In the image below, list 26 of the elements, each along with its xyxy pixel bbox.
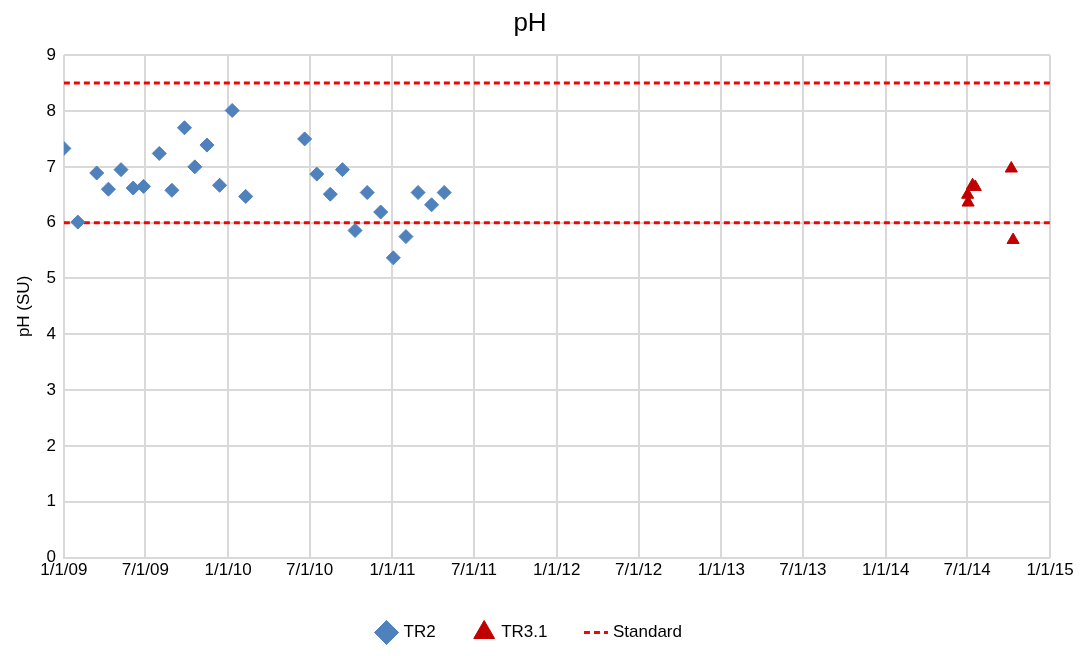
y-tick-label: 2 <box>46 435 56 455</box>
y-tick-label: 7 <box>46 156 56 176</box>
x-tick-label: 7/1/13 <box>779 560 827 580</box>
legend-label: TR2 <box>403 622 436 642</box>
x-tick-label: 7/1/10 <box>285 560 334 580</box>
y-tick-label: 1 <box>46 491 56 511</box>
y-axis-title: pH (SU) <box>13 275 33 338</box>
y-tick-label: 9 <box>46 44 56 64</box>
x-tick-label: 7/1/11 <box>450 560 497 580</box>
x-tick-label: 7/1/14 <box>943 560 991 580</box>
x-tick-label: 1/1/13 <box>697 560 746 580</box>
chart-title: pH <box>513 6 547 37</box>
legend-label: Standard <box>612 622 682 642</box>
y-tick-label: 8 <box>46 100 56 120</box>
legend-label: TR3.1 <box>501 622 548 642</box>
x-tick-label: 1/1/15 <box>1026 560 1074 580</box>
x-tick-label: 7/1/12 <box>614 560 663 580</box>
y-tick-label: 5 <box>46 268 56 288</box>
x-tick-label: 1/1/14 <box>862 560 910 580</box>
x-tick-label: 7/1/09 <box>121 560 169 580</box>
x-tick-label: 1/1/12 <box>533 560 581 580</box>
x-tick-label: 1/1/11 <box>369 560 416 580</box>
y-tick-label: 3 <box>46 379 56 399</box>
y-tick-label: 4 <box>46 324 56 343</box>
x-tick-label: 1/1/10 <box>204 560 252 580</box>
y-tick-label: 6 <box>46 212 56 232</box>
